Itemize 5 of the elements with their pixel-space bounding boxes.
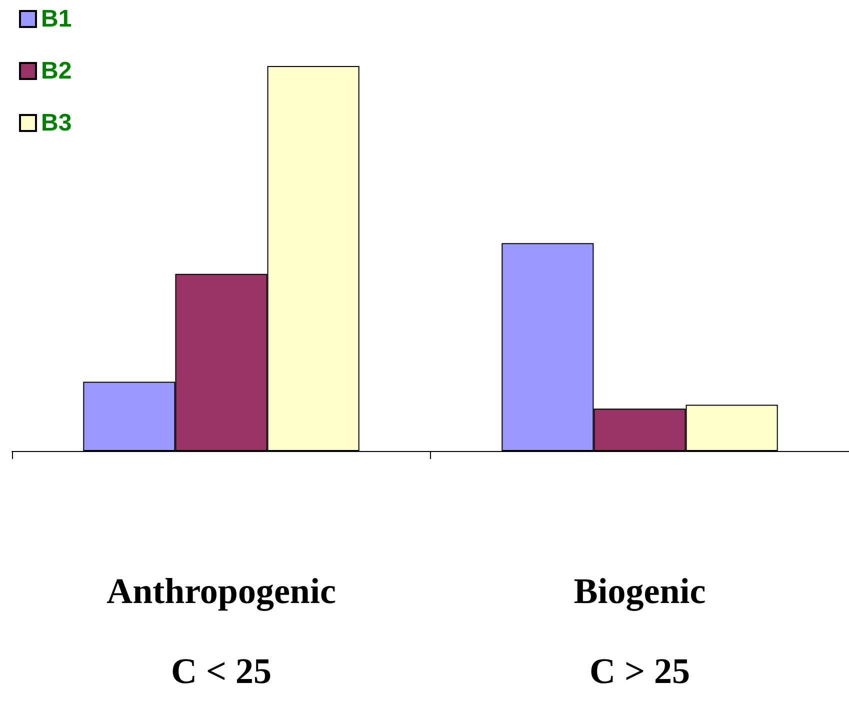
legend-label: B3 [41, 110, 72, 136]
x-tick-label: Anthropogenic C < 25 [106, 571, 336, 691]
legend-label: B1 [41, 6, 72, 32]
legend-label: B2 [41, 58, 72, 84]
x-tick-label: Biogenic C > 25 [574, 571, 706, 691]
